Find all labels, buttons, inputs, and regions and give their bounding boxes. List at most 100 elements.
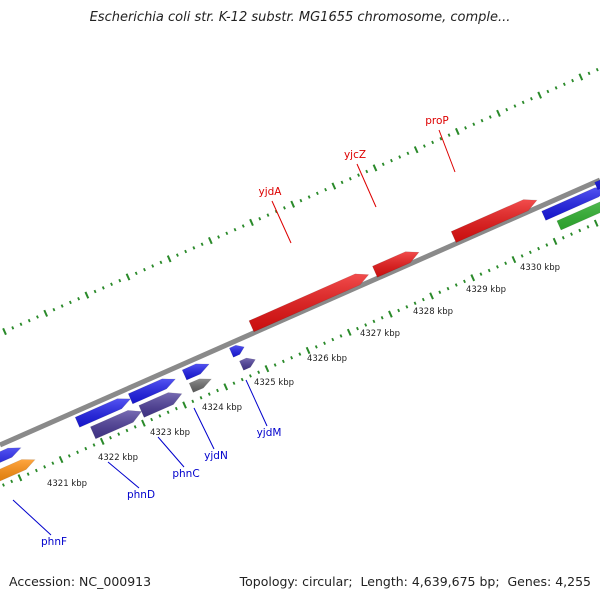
outer-tick-mark — [166, 255, 172, 263]
inner-tick-mark — [109, 436, 112, 440]
outer-tick-mark — [315, 191, 319, 196]
inner-tick-mark — [17, 474, 23, 482]
outer-tick-mark — [422, 144, 426, 148]
outer-tick-mark — [529, 97, 533, 101]
outer-tick-mark — [77, 297, 81, 301]
outer-tick-mark — [290, 200, 296, 208]
gene-right-blue-shade — [541, 187, 600, 221]
inner-tick-mark — [117, 432, 121, 436]
gene-right-blue-2-shade — [594, 180, 600, 190]
outer-tick-mark — [93, 289, 97, 294]
outer-tick-mark — [307, 195, 311, 199]
inner-tick-mark — [216, 388, 219, 393]
outer-tick-mark — [84, 291, 90, 299]
outer-tick-mark — [60, 304, 64, 308]
outer-tick-mark — [505, 107, 509, 112]
inner-tick-mark — [454, 283, 458, 287]
inner-tick-mark — [305, 346, 311, 355]
gene-yjcZ-shade — [372, 251, 419, 278]
outer-tick-mark — [406, 151, 410, 156]
label-phnF: phnF — [41, 536, 67, 548]
outer-tick-mark — [537, 91, 542, 99]
leader-phnF — [12, 499, 52, 536]
inner-tick-mark — [240, 377, 244, 382]
leader-yjdN — [193, 407, 215, 450]
gene-phnE-shade — [90, 410, 142, 439]
gene-proP-shade — [451, 199, 537, 243]
outer-tick-mark — [208, 236, 213, 245]
inner-tick-mark — [273, 363, 277, 367]
outer-tick-mark — [225, 231, 229, 236]
outer-tick-mark — [19, 322, 23, 326]
outer-tick-mark — [472, 122, 476, 126]
outer-tick-mark — [36, 315, 39, 319]
outer-tick-mark — [431, 140, 435, 145]
inner-tick-mark — [356, 326, 359, 331]
inner-tick-mark — [2, 483, 5, 487]
scale-label: 4329 kbp — [466, 285, 506, 295]
inner-tick-mark — [264, 365, 270, 373]
accession-info: Accession: NC_000913 — [9, 574, 151, 589]
gene-left-blue-shade — [0, 447, 21, 463]
outer-tick-mark — [381, 162, 385, 166]
inner-tick-mark — [125, 428, 129, 433]
outer-tick-mark — [249, 218, 254, 227]
gene-features — [0, 179, 600, 482]
outer-tick-mark — [324, 187, 328, 192]
inner-tick-mark — [413, 301, 417, 305]
outer-tick-mark — [125, 273, 131, 281]
outer-tick-mark — [241, 224, 245, 228]
inner-tick-mark — [158, 414, 162, 418]
inner-tick-mark — [331, 337, 335, 342]
scale-label: 4325 kbp — [254, 378, 294, 388]
inner-tick-mark — [232, 381, 236, 385]
inner-tick-mark — [67, 454, 71, 458]
inner-tick-ring — [2, 219, 599, 487]
inner-tick-mark — [463, 279, 466, 284]
inner-tick-mark — [578, 228, 582, 233]
chromosome-backbone — [0, 177, 600, 448]
inner-tick-mark — [561, 236, 565, 240]
inner-tick-mark — [58, 455, 64, 464]
length-value: 4,639,675 bp — [411, 574, 496, 589]
outer-tick-mark — [480, 118, 484, 123]
inner-tick-mark — [372, 319, 376, 324]
outer-tick-mark — [2, 327, 7, 336]
outer-tick-mark — [554, 86, 558, 90]
inner-tick-mark — [92, 443, 96, 447]
outer-tick-mark — [11, 326, 15, 330]
inner-tick-mark — [479, 272, 483, 276]
inner-tick-mark — [26, 472, 30, 476]
gene-phnF-shade — [0, 459, 35, 482]
outer-tick-mark — [439, 137, 443, 141]
accession-label: Accession: — [9, 574, 76, 589]
outer-tick-mark — [266, 213, 270, 217]
gene-right-green-shade — [556, 201, 600, 230]
scale-label: 4321 kbp — [47, 479, 87, 489]
genes-label: Genes: — [507, 574, 552, 589]
outer-tick-mark — [68, 300, 72, 305]
topology-value: circular — [302, 574, 349, 589]
leader-yjdM — [245, 379, 268, 427]
inner-tick-mark — [43, 465, 47, 469]
inner-tick-mark — [133, 425, 137, 429]
label-leader-lines — [12, 129, 456, 536]
outer-tick-mark — [447, 133, 451, 137]
inner-tick-mark — [421, 297, 425, 302]
outer-tick-mark — [217, 235, 221, 239]
inner-tick-mark — [388, 310, 393, 318]
outer-tick-mark — [52, 307, 56, 312]
inner-tick-mark — [552, 237, 558, 245]
outer-tick-mark — [43, 309, 49, 317]
inner-tick-mark — [429, 292, 434, 300]
inner-tick-mark — [446, 286, 450, 291]
scale-label: 4327 kbp — [360, 329, 400, 339]
inner-tick-mark — [281, 359, 285, 364]
topology-label: Topology: — [239, 574, 299, 589]
inner-tick-mark — [34, 468, 38, 473]
inner-tick-mark — [346, 328, 352, 336]
genes-value: 4,255 — [555, 574, 591, 589]
outer-tick-mark — [521, 100, 525, 105]
inner-tick-mark — [166, 410, 170, 415]
